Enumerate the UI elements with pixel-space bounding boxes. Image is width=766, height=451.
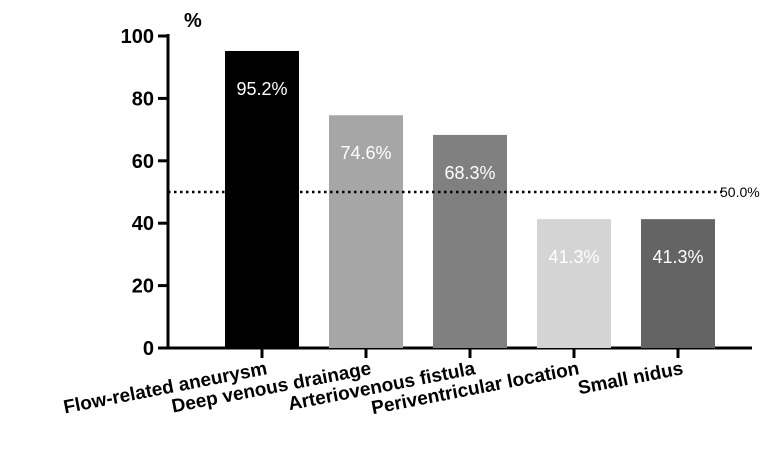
y-tick-label: 20: [132, 276, 154, 298]
bar: [225, 50, 299, 348]
bar: [433, 134, 507, 348]
bar: [537, 219, 611, 348]
bars: [225, 50, 715, 348]
data-label: 95.2%: [236, 79, 287, 99]
y-unit-label: %: [184, 10, 202, 32]
data-label: 74.6%: [340, 143, 391, 163]
reference-line-label: 50.0%: [720, 184, 760, 200]
y-tick-label: 100: [121, 26, 154, 48]
data-label: 41.3%: [652, 247, 703, 267]
y-tick-label: 60: [132, 151, 154, 173]
y-tick-label: 80: [132, 88, 154, 110]
data-label: 41.3%: [548, 247, 599, 267]
y-tick-label: 0: [143, 338, 154, 360]
bar: [329, 115, 403, 348]
category-label: Small nidus: [576, 358, 685, 399]
data-label: 68.3%: [444, 163, 495, 183]
bar: [641, 219, 715, 348]
y-tick-label: 40: [132, 213, 154, 235]
